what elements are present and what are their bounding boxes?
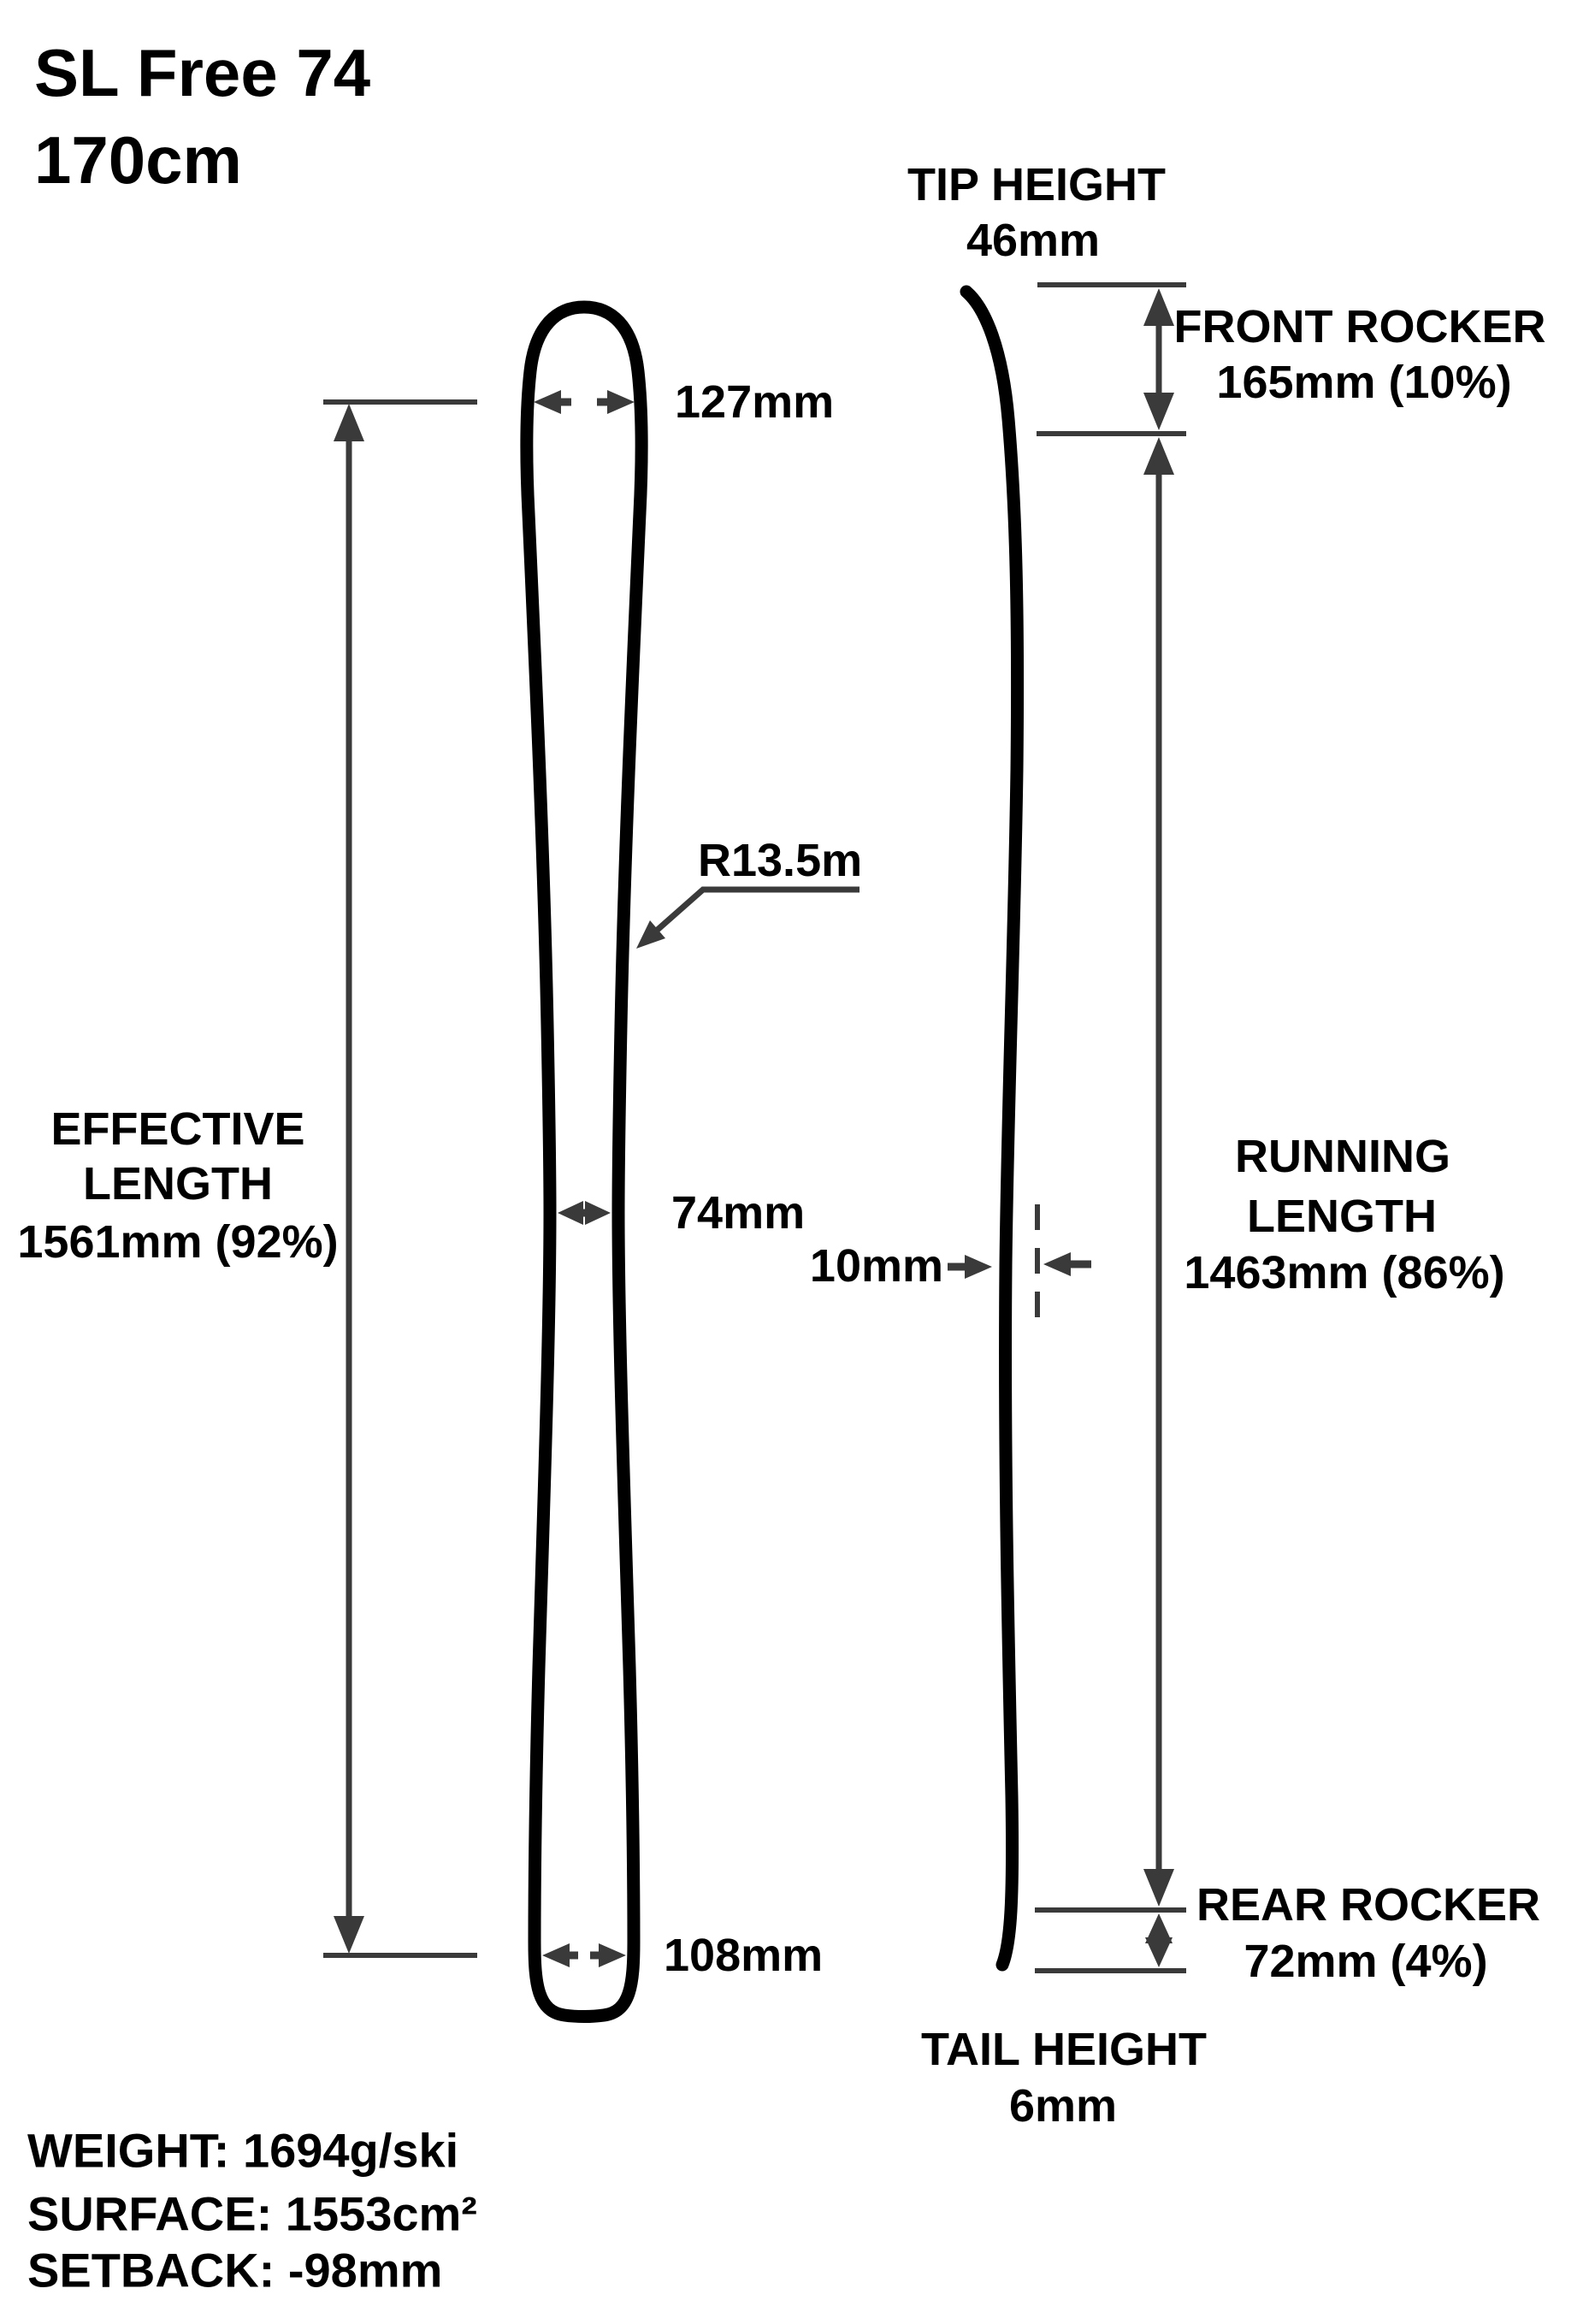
surface-stat: SURFACE: 1553cm²: [27, 2187, 477, 2241]
setback-stat: SETBACK: -98mm: [27, 2244, 442, 2297]
rear-rocker-value: 72mm (4%): [1244, 1936, 1487, 1987]
effective-length-dimension: EFFECTIVE LENGTH 1561mm (92%): [17, 399, 477, 1958]
running-length-dimension: [1143, 437, 1174, 1907]
tip-width-arrows: [534, 390, 635, 414]
effective-length-value: 1561mm (92%): [17, 1216, 338, 1268]
tail-height-label: TAIL HEIGHT: [921, 2024, 1207, 2075]
waist-width-arrow: [558, 1201, 611, 1225]
top-view-ski-outline: [520, 300, 648, 2023]
running-length-label-2: LENGTH: [1247, 1191, 1437, 1242]
side-view: 10mm TIP HEIGHT 46mm FRONT ROCKER 165mm …: [810, 159, 1546, 2132]
radius-label: R13.5m: [698, 835, 862, 886]
effective-length-label-1: EFFECTIVE: [50, 1103, 304, 1155]
title-block: SL Free 74 170cm: [34, 35, 370, 198]
radius-callout: R13.5m: [636, 835, 862, 949]
waist-width-label: 74mm: [671, 1187, 805, 1239]
ski-model-title: SL Free 74: [34, 35, 370, 110]
tip-height-value: 46mm: [966, 215, 1100, 266]
tip-width-label: 127mm: [675, 376, 834, 428]
tail-width-label: 108mm: [664, 1930, 823, 1981]
camber-arrows: [948, 1252, 1091, 1279]
stats-block: WEIGHT: 1694g/ski SURFACE: 1553cm² SETBA…: [27, 2124, 477, 2297]
ski-length-title: 170cm: [34, 122, 242, 198]
front-rocker-dimension: [1143, 288, 1174, 430]
top-view: 127mm 74mm 108mm R13.5m: [520, 300, 862, 2023]
tip-height-label: TIP HEIGHT: [907, 159, 1166, 210]
tail-width-arrows: [542, 1943, 626, 1967]
running-length-value: 1463mm (86%): [1184, 1247, 1504, 1298]
weight-stat: WEIGHT: 1694g/ski: [27, 2124, 458, 2178]
front-rocker-label: FRONT ROCKER: [1174, 301, 1546, 352]
tail-height-value: 6mm: [1009, 2080, 1117, 2132]
rear-rocker-dimension: [1145, 1913, 1173, 1967]
front-rocker-value: 165mm (10%): [1216, 357, 1511, 408]
running-length-label-1: RUNNING: [1235, 1131, 1450, 1182]
effective-length-label-2: LENGTH: [83, 1158, 273, 1209]
side-view-ski-outline: [960, 285, 1025, 1972]
rear-rocker-label: REAR ROCKER: [1196, 1879, 1540, 1931]
camber-label: 10mm: [810, 1240, 943, 1292]
